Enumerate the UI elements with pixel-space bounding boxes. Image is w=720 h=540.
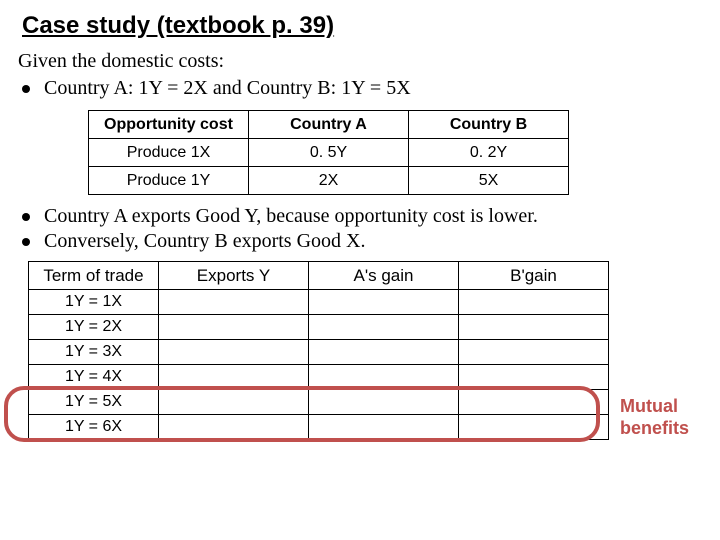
table2-header-2: A's gain	[309, 262, 459, 290]
table2-cell	[159, 315, 309, 340]
table2-cell	[459, 290, 609, 315]
table2-cell	[159, 415, 309, 440]
bullet-item-2: Country A exports Good Y, because opport…	[18, 205, 702, 228]
table-row: 1Y = 2X	[29, 315, 609, 340]
term-of-trade-table: Term of trade Exports Y A's gain B'gain …	[28, 261, 609, 440]
table-row: 1Y = 3X	[29, 340, 609, 365]
table2-cell: 1Y = 1X	[29, 290, 159, 315]
table1-cell: Produce 1Y	[89, 167, 249, 195]
table1-cell: 0. 2Y	[409, 139, 569, 167]
table-row: Opportunity cost Country A Country B	[89, 111, 569, 139]
table2-cell	[159, 340, 309, 365]
table1-header-1: Country A	[249, 111, 409, 139]
table2-cell	[159, 365, 309, 390]
bullet-item-3: Conversely, Country B exports Good X.	[18, 230, 702, 253]
table2-cell	[159, 290, 309, 315]
table2-header-3: B'gain	[459, 262, 609, 290]
table2-header-1: Exports Y	[159, 262, 309, 290]
bullet-dot	[22, 85, 30, 93]
table1-cell: Produce 1X	[89, 139, 249, 167]
table2-cell	[309, 390, 459, 415]
table-row: 1Y = 5X	[29, 390, 609, 415]
table2-cell	[459, 315, 609, 340]
side-label-line1: Mutual	[620, 396, 678, 416]
table2-cell	[459, 365, 609, 390]
table1-cell: 2X	[249, 167, 409, 195]
table2-cell	[309, 415, 459, 440]
table-row: 1Y = 1X	[29, 290, 609, 315]
table1-cell: 0. 5Y	[249, 139, 409, 167]
bullet-text-3: Conversely, Country B exports Good X.	[44, 230, 365, 253]
table1-header-2: Country B	[409, 111, 569, 139]
table-row: Produce 1X 0. 5Y 0. 2Y	[89, 139, 569, 167]
table2-header-0: Term of trade	[29, 262, 159, 290]
table2-cell	[309, 290, 459, 315]
slide-container: Case study (textbook p. 39) Given the do…	[0, 0, 720, 452]
table2-cell	[459, 415, 609, 440]
table-row: 1Y = 6X	[29, 415, 609, 440]
table-row: Term of trade Exports Y A's gain B'gain	[29, 262, 609, 290]
table2-cell	[459, 390, 609, 415]
table2-cell	[309, 340, 459, 365]
table1-cell: 5X	[409, 167, 569, 195]
table2-cell: 1Y = 4X	[29, 365, 159, 390]
opportunity-cost-table: Opportunity cost Country A Country B Pro…	[88, 110, 569, 195]
bullet-dot	[22, 238, 30, 246]
table2-cell: 1Y = 2X	[29, 315, 159, 340]
table2-cell: 1Y = 3X	[29, 340, 159, 365]
bullet-text-1: Country A: 1Y = 2X and Country B: 1Y = 5…	[44, 77, 411, 100]
slide-title: Case study (textbook p. 39)	[22, 12, 702, 40]
intro-text: Given the domestic costs:	[18, 50, 702, 73]
table-row: 1Y = 4X	[29, 365, 609, 390]
table2-cell	[159, 390, 309, 415]
mutual-benefits-label: Mutual benefits	[620, 396, 689, 439]
table2-cell: 1Y = 6X	[29, 415, 159, 440]
side-label-line2: benefits	[620, 418, 689, 438]
table-row: Produce 1Y 2X 5X	[89, 167, 569, 195]
table2-cell	[309, 365, 459, 390]
bullet-item-1: Country A: 1Y = 2X and Country B: 1Y = 5…	[18, 77, 702, 100]
table1-header-0: Opportunity cost	[89, 111, 249, 139]
table2-cell	[309, 315, 459, 340]
table2-cell	[459, 340, 609, 365]
bullet-dot	[22, 213, 30, 221]
bullet-text-2: Country A exports Good Y, because opport…	[44, 205, 538, 228]
table2-cell: 1Y = 5X	[29, 390, 159, 415]
